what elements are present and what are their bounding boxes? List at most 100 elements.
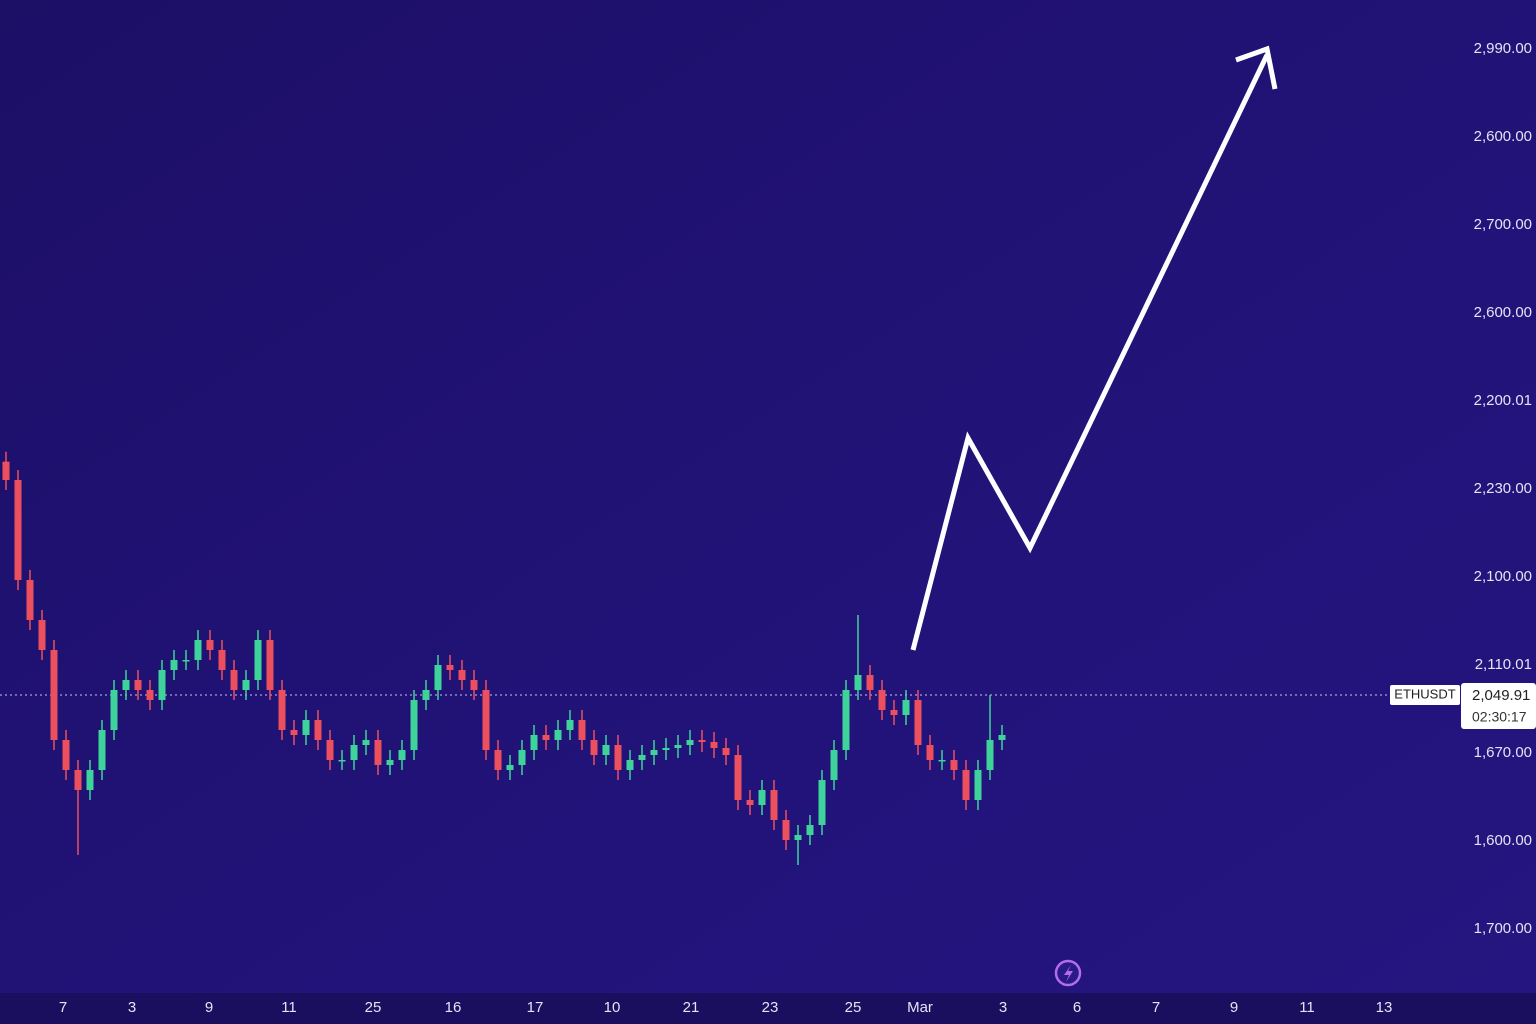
- candle-body: [830, 750, 838, 780]
- candle-body: [818, 780, 826, 825]
- candle-body: [626, 760, 634, 770]
- candle-body: [374, 740, 382, 765]
- candle-body: [890, 710, 898, 715]
- candle-body: [50, 650, 58, 740]
- price-axis-label: 2,990.00: [1474, 40, 1532, 57]
- candle-body: [674, 745, 682, 748]
- price-axis-label: 2,700.00: [1474, 216, 1532, 233]
- symbol-text: ETHUSDT: [1394, 686, 1455, 701]
- price-axis-label: 2,200.01: [1474, 392, 1532, 409]
- candle-body: [314, 720, 322, 740]
- icon-bolt[interactable]: [1064, 965, 1073, 982]
- candle-body: [14, 480, 22, 580]
- candle-body: [146, 690, 154, 700]
- candle-body: [734, 755, 742, 800]
- candle-body: [458, 670, 466, 680]
- candle-body: [266, 640, 274, 690]
- time-axis-label: 6: [1073, 999, 1081, 1016]
- time-axis-label: 7: [1152, 999, 1160, 1016]
- candle-body: [290, 730, 298, 735]
- candle-body: [722, 748, 730, 755]
- price-axis-label: 2,110.01: [1475, 656, 1532, 673]
- candle-body: [746, 800, 754, 805]
- candle-body: [206, 640, 214, 650]
- candle-body: [494, 750, 502, 770]
- time-axis-label: 25: [845, 999, 862, 1016]
- candle-body: [122, 680, 130, 690]
- candle-body: [506, 765, 514, 770]
- time-axis-label: 9: [1230, 999, 1238, 1016]
- candle-body: [2, 461, 10, 480]
- candle-body: [578, 720, 586, 740]
- candle-body: [218, 650, 226, 670]
- candle-body: [758, 790, 766, 805]
- time-axis-label: 13: [1376, 999, 1393, 1016]
- lightning-icon[interactable]: [1054, 959, 1082, 987]
- time-axis-bar: [0, 993, 1536, 1024]
- candle-body: [26, 580, 34, 620]
- candle-body: [158, 670, 166, 700]
- arrow-head: [1235, 45, 1278, 90]
- candle-body: [410, 700, 418, 750]
- price-axis-label: 1,600.00: [1474, 832, 1532, 849]
- price-axis-label: 2,230.00: [1474, 480, 1532, 497]
- time-axis-label: 9: [205, 999, 213, 1016]
- candle-body: [422, 690, 430, 700]
- candle-body: [230, 670, 238, 690]
- candle-body: [566, 720, 574, 730]
- time-axis-label: 7: [59, 999, 67, 1016]
- time-axis-label: 17: [527, 999, 544, 1016]
- candle-body: [902, 700, 910, 715]
- candle-body: [602, 745, 610, 755]
- time-axis-label: Mar: [907, 999, 933, 1016]
- candle-body: [446, 665, 454, 670]
- candle-body: [386, 760, 394, 765]
- price-axis-label: 1,700.00: [1474, 920, 1532, 937]
- candle-body: [782, 820, 790, 840]
- candle-body: [806, 825, 814, 835]
- candle-body: [302, 720, 310, 735]
- candle-body: [362, 740, 370, 745]
- candle-body: [98, 730, 106, 770]
- candle-body: [926, 745, 934, 760]
- candle-body: [938, 760, 946, 762]
- candle-body: [662, 748, 670, 750]
- candle-body: [710, 742, 718, 748]
- candle-body: [974, 770, 982, 800]
- candle-body: [914, 700, 922, 745]
- candle-body: [434, 665, 442, 690]
- time-axis-label: 23: [762, 999, 779, 1016]
- countdown-text: 02:30:17: [1472, 709, 1527, 725]
- candle-body: [170, 660, 178, 670]
- candle-body: [842, 690, 850, 750]
- candle-body: [698, 740, 706, 742]
- time-axis-label: 11: [1299, 999, 1315, 1016]
- candle-body: [62, 740, 70, 770]
- candle-body: [686, 740, 694, 745]
- candle-body: [350, 745, 358, 760]
- candle-body: [110, 690, 118, 730]
- candle-body: [614, 745, 622, 770]
- candle-body: [650, 750, 658, 755]
- candle-body: [278, 690, 286, 730]
- candle-body: [878, 690, 886, 710]
- candle-body: [194, 640, 202, 660]
- candle-body: [962, 770, 970, 800]
- candle-body: [134, 680, 142, 690]
- candle-body: [770, 790, 778, 820]
- candle-body: [242, 680, 250, 690]
- time-axis-label: 11: [281, 999, 297, 1016]
- candle-body: [338, 760, 346, 762]
- candle-body: [326, 740, 334, 760]
- time-axis-label: 16: [445, 999, 462, 1016]
- candle-body: [554, 730, 562, 740]
- last-price-text: 2,049.91: [1472, 687, 1530, 704]
- candle-body: [950, 760, 958, 770]
- candle-body: [542, 735, 550, 740]
- forecast-arrow: [910, 53, 1270, 651]
- candle-body: [482, 690, 490, 750]
- symbol-tag: [1390, 685, 1460, 705]
- candle-body: [86, 770, 94, 790]
- candle-body: [866, 675, 874, 690]
